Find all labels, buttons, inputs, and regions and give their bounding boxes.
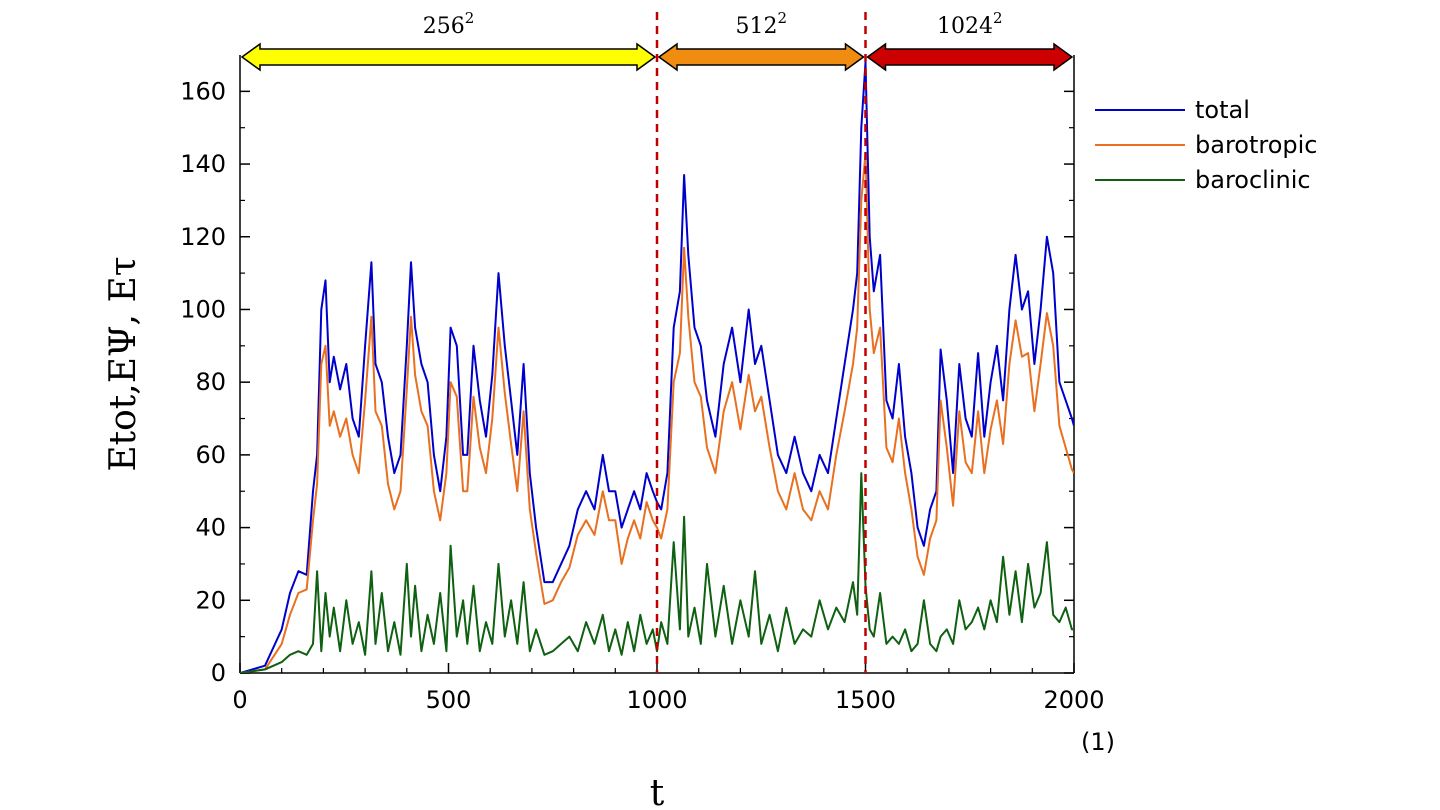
- legend: total barotropic baroclinic: [1095, 96, 1318, 194]
- resolution-label: 5122: [735, 9, 787, 39]
- y-tick-label: 80: [195, 368, 226, 396]
- resolution-arrows: 2562 5122 10242: [240, 9, 1074, 72]
- y-tick-label: 60: [195, 441, 226, 469]
- x-tick-label: 500: [426, 686, 472, 714]
- resolution-arrow: [866, 42, 1074, 72]
- resolution-dividers: [655, 12, 867, 673]
- x-tick-label: 2000: [1043, 686, 1104, 714]
- resolution-arrow: [657, 42, 865, 72]
- series-group: [240, 61, 1074, 673]
- y-tick-label: 40: [195, 514, 226, 542]
- x-axis-title: t: [650, 773, 665, 810]
- legend-label-barotropic: barotropic: [1195, 131, 1318, 159]
- series-line-total: [240, 61, 1074, 673]
- legend-label-total: total: [1195, 96, 1250, 124]
- legend-label-baroclinic: baroclinic: [1195, 166, 1311, 194]
- series-line-baroclinic: [240, 472, 1074, 673]
- y-tick-label: 120: [180, 223, 226, 251]
- y-tick-label: 0: [211, 659, 226, 687]
- resolution-arrow: [240, 42, 657, 72]
- x-tick-label: 0: [232, 686, 247, 714]
- x-tick-label: 1000: [626, 686, 687, 714]
- y-axis-title: Etot,EΨ, Eτ: [103, 256, 144, 471]
- figure-number: (1): [1081, 728, 1115, 756]
- x-tick-label: 1500: [835, 686, 896, 714]
- y-tick-label: 100: [180, 295, 226, 323]
- y-tick-label: 140: [180, 150, 226, 178]
- resolution-label: 10242: [937, 9, 1003, 39]
- y-tick-label: 20: [195, 586, 226, 614]
- y-tick-label: 160: [180, 77, 226, 105]
- ticks: 0 500 1000 1500 2000 0 20 40 60 80 100 120 140 160: [180, 77, 1104, 714]
- resolution-label: 2562: [423, 9, 475, 39]
- series-line-barotropic: [240, 152, 1074, 673]
